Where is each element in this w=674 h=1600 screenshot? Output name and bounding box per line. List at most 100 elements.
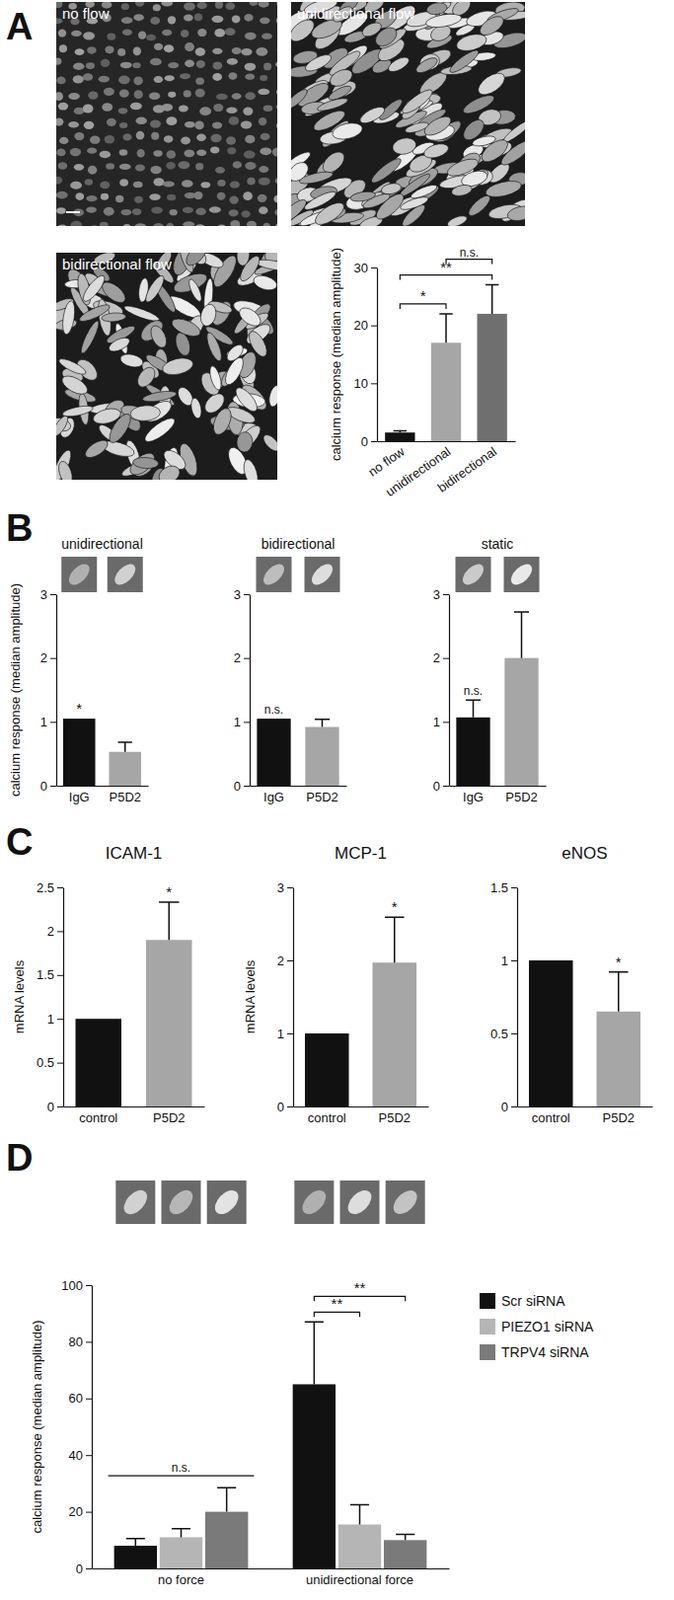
cell-image (161, 1180, 202, 1224)
significance: * (75, 699, 82, 717)
cell-image (256, 556, 293, 593)
cell (251, 273, 278, 294)
cell (177, 160, 190, 169)
cell (194, 12, 203, 21)
cell (122, 29, 133, 36)
y-tick: 60 (69, 1390, 92, 1406)
cell (465, 192, 494, 220)
x-tick: IgG (462, 789, 484, 805)
cell (134, 89, 144, 99)
x-tick: bidirectional (435, 444, 501, 496)
y-axis: 00.511.522.5 (36, 880, 65, 1115)
cell (133, 75, 143, 85)
cell (135, 164, 146, 172)
cell (262, 223, 271, 226)
cell (413, 55, 440, 76)
legend-swatch (479, 1344, 496, 1360)
cell (165, 116, 177, 126)
cell (161, 103, 173, 112)
x-tick-label: IgG (263, 789, 285, 805)
cell (167, 91, 176, 98)
cell (446, 214, 469, 226)
y-tick-mark (511, 1106, 518, 1108)
chart-title: eNOS (561, 843, 607, 863)
y-tick: 0 (277, 1099, 294, 1115)
cell (149, 16, 160, 25)
significance: * (399, 287, 447, 309)
cell (229, 181, 240, 189)
cell (58, 28, 67, 37)
cell (70, 221, 82, 226)
cell-image-background (304, 556, 341, 593)
x-tick: IgG (263, 789, 285, 805)
x-axis-line (294, 1106, 430, 1108)
cell (198, 301, 219, 328)
cell (195, 208, 207, 216)
cell (244, 74, 255, 80)
cell (149, 120, 161, 129)
cell (119, 352, 146, 370)
cell (86, 46, 97, 54)
y-tick: 1 (233, 714, 250, 730)
cell (98, 75, 110, 83)
cell (153, 75, 164, 83)
cell (83, 121, 95, 130)
cell (228, 116, 239, 126)
cell (117, 48, 126, 57)
x-axis-line (250, 785, 348, 787)
y-tick: 10 (354, 375, 377, 391)
cell (276, 1, 278, 7)
cell (189, 396, 203, 419)
error-bar (304, 1321, 324, 1384)
plot-area (304, 916, 417, 1107)
cell (135, 1, 145, 7)
cell (100, 59, 111, 68)
cell (372, 23, 401, 51)
y-tick-mark (511, 887, 518, 889)
y-tick: 20 (69, 1503, 92, 1519)
cell (373, 189, 408, 224)
cell (474, 69, 509, 100)
cell (209, 206, 222, 213)
x-tick-label: P5D2 (505, 789, 538, 805)
cell (245, 328, 271, 360)
cell-image-background (161, 1180, 202, 1224)
significance: n.s. (446, 245, 493, 265)
cell (115, 195, 124, 204)
chart-title: MCP-1 (334, 843, 387, 863)
error-bar (395, 1534, 415, 1541)
y-axis-title: calcium response (median amplitude) (7, 583, 23, 797)
significance: n.s. (463, 683, 483, 698)
legend-label: PIEZO1 siRNA (501, 1318, 595, 1335)
cell (162, 180, 175, 187)
cell (228, 209, 239, 217)
x-tick-label: P5D2 (108, 789, 142, 805)
cell (225, 136, 236, 146)
x-axis-line (57, 785, 150, 787)
x-axis-line (518, 1106, 654, 1108)
x-tick: control (307, 1110, 347, 1125)
cell (56, 413, 71, 438)
y-tick: 3 (433, 587, 450, 602)
cell (224, 27, 236, 36)
cell (259, 16, 270, 24)
legend-item: TRPV4 siRNA (479, 1344, 590, 1360)
cell-image-background (256, 556, 293, 593)
cell (259, 147, 272, 155)
cell (149, 58, 162, 66)
cell (103, 207, 115, 217)
cell (197, 1, 208, 9)
cell (263, 63, 272, 72)
cell (105, 162, 115, 169)
cell (261, 32, 273, 39)
cell (330, 120, 365, 143)
cell (327, 66, 356, 90)
cell (79, 272, 108, 304)
cell (74, 132, 84, 141)
cell (150, 132, 159, 141)
cell (73, 63, 85, 71)
error-bar (158, 901, 179, 940)
y-tick: 2 (233, 650, 250, 666)
cell (167, 62, 179, 69)
cell-image-background (115, 1180, 155, 1224)
